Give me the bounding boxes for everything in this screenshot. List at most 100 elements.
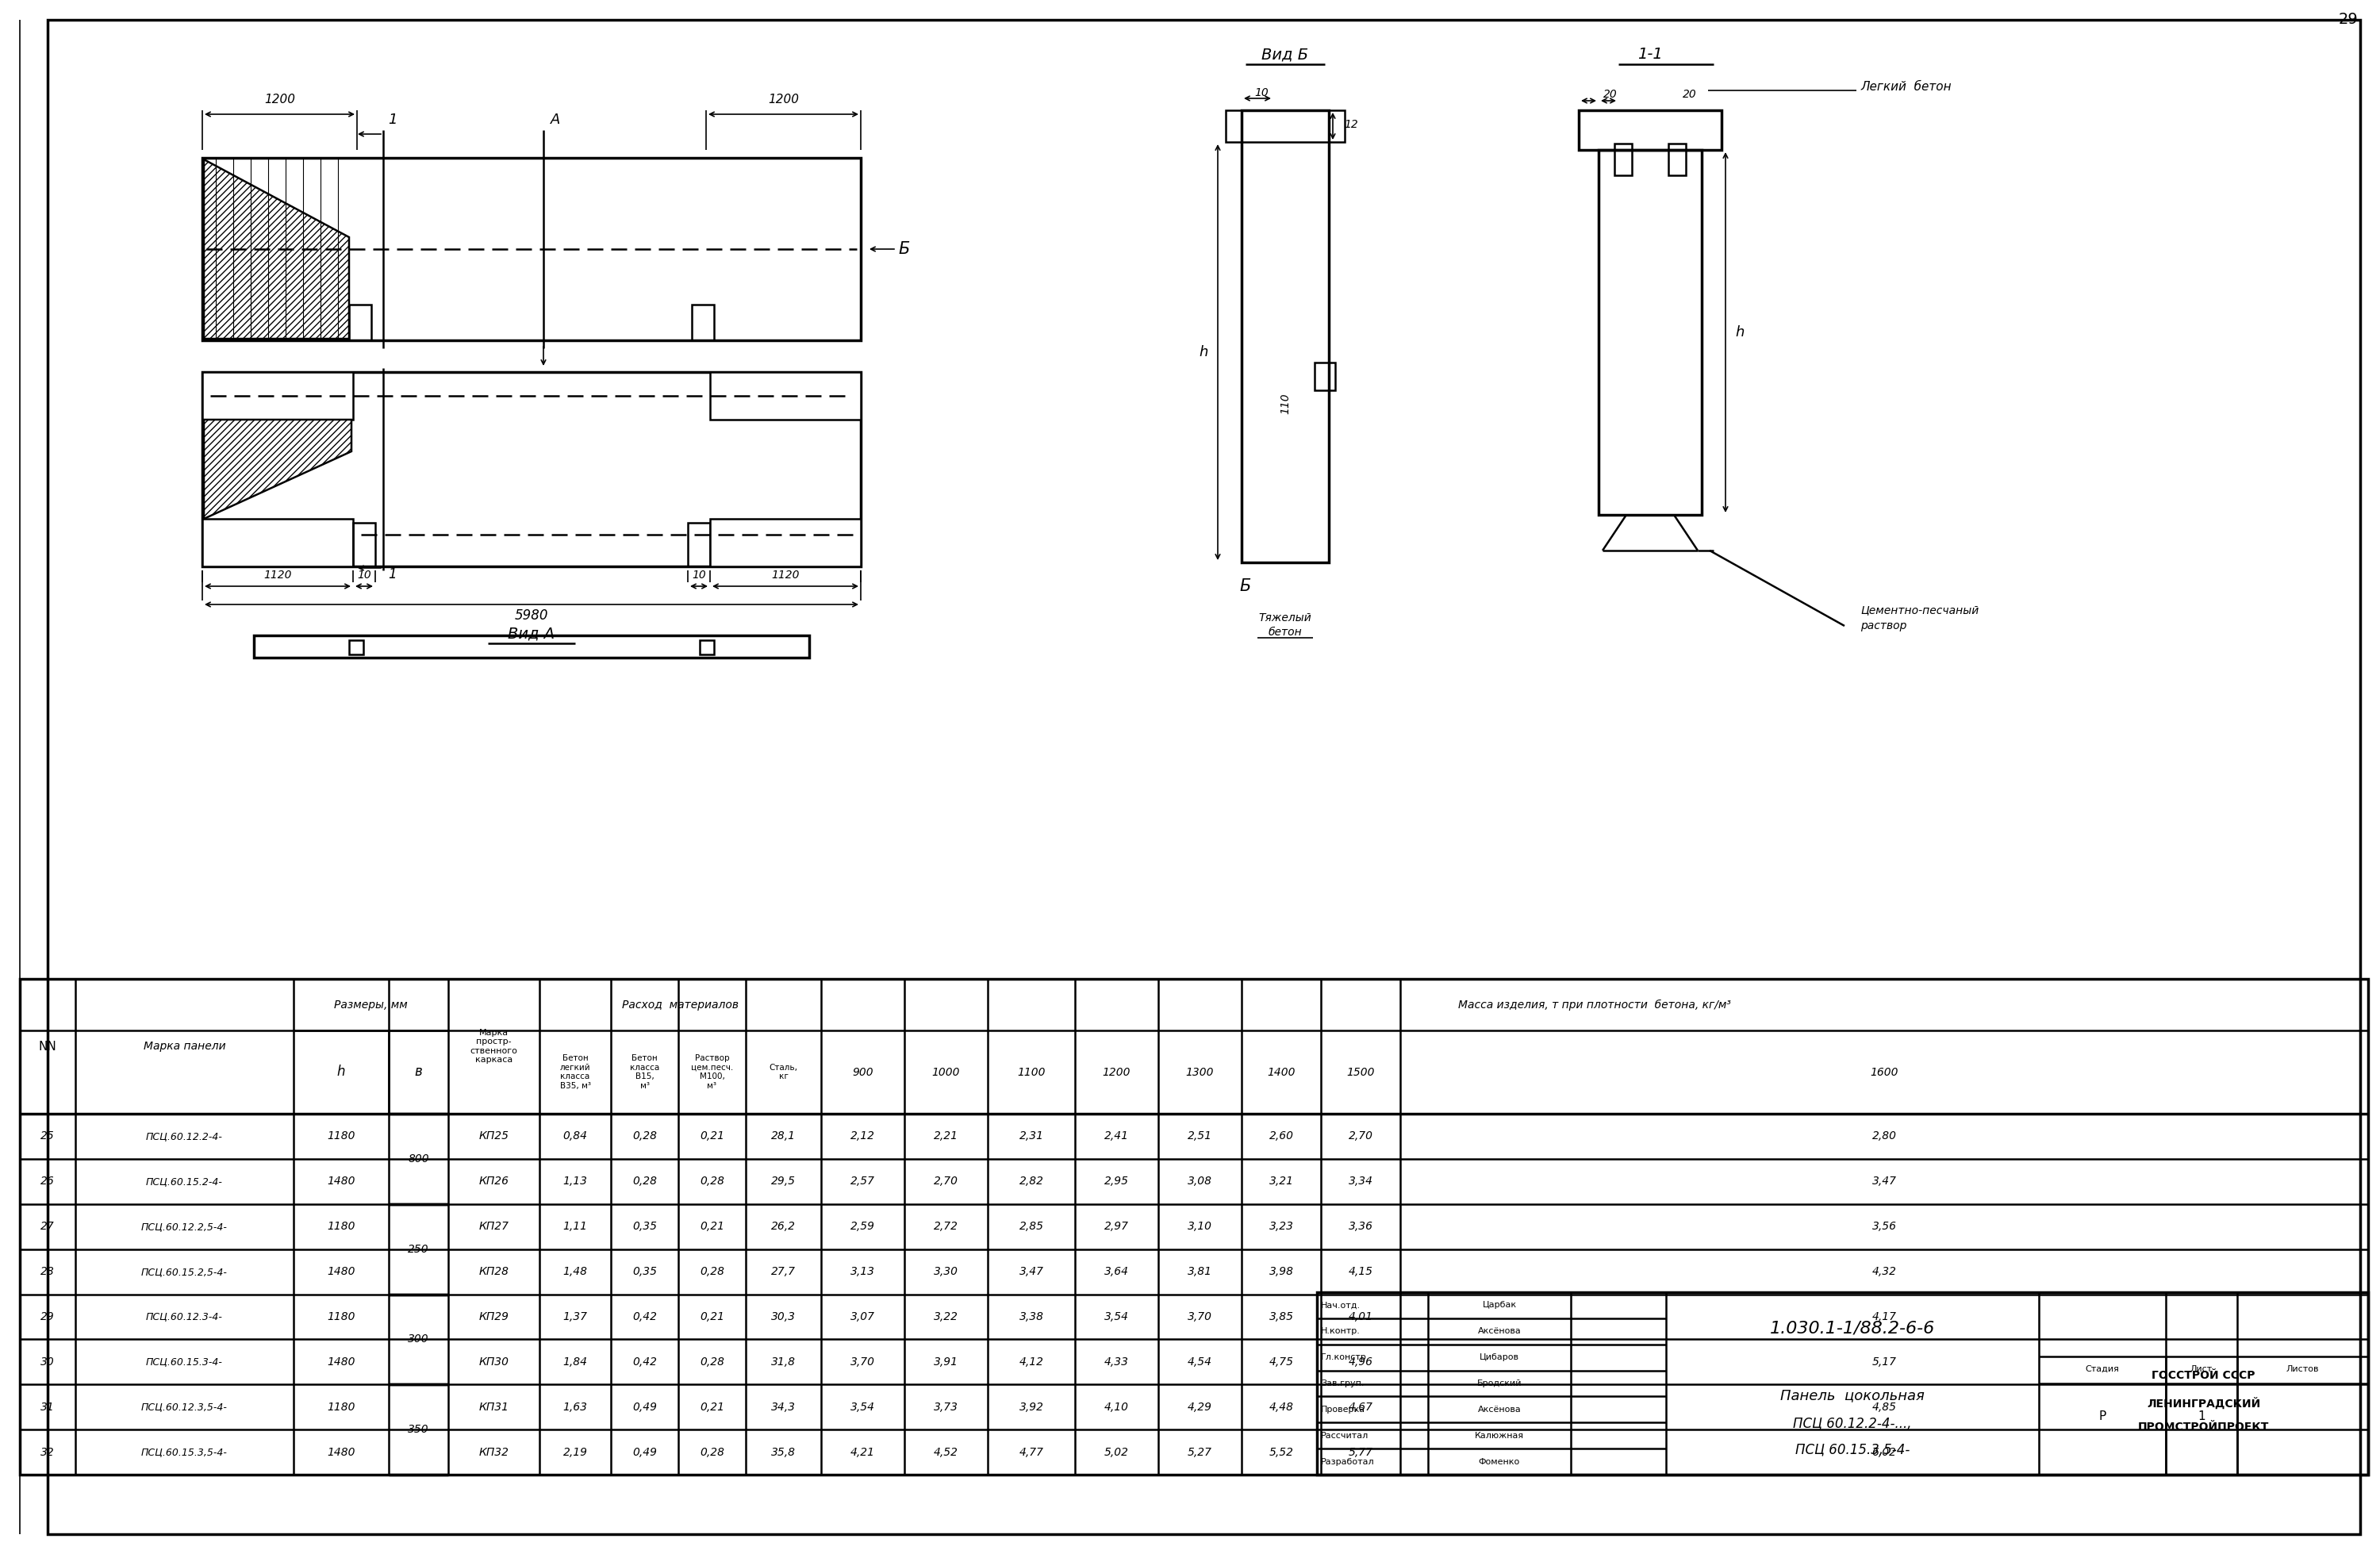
Text: 27,7: 27,7	[771, 1267, 795, 1277]
Text: 3,08: 3,08	[1188, 1176, 1211, 1187]
Text: Вид Б: Вид Б	[1261, 47, 1309, 62]
Text: 1,11: 1,11	[562, 1221, 588, 1232]
Text: 4,48: 4,48	[1269, 1402, 1295, 1413]
Text: 28,1: 28,1	[771, 1131, 795, 1142]
Text: 20: 20	[1604, 89, 1618, 99]
Text: КП26: КП26	[478, 1176, 509, 1187]
Text: Лист: Лист	[2190, 1364, 2213, 1372]
Text: 0,28: 0,28	[700, 1447, 724, 1458]
Text: ПСЦ.60.15.2,5-4-: ПСЦ.60.15.2,5-4-	[140, 1267, 228, 1277]
Text: КП28: КП28	[478, 1267, 509, 1277]
Text: 4,21: 4,21	[850, 1447, 876, 1458]
Text: ПСЦ.60.15.3,5-4-: ПСЦ.60.15.3,5-4-	[140, 1447, 228, 1458]
Bar	[1668, 143, 1685, 176]
Text: 0,21: 0,21	[700, 1221, 724, 1232]
Text: 4,77: 4,77	[1019, 1447, 1042, 1458]
Text: 0,84: 0,84	[562, 1131, 588, 1142]
Text: 5,27: 5,27	[1188, 1447, 1211, 1458]
Text: 10: 10	[1254, 87, 1269, 98]
Text: 5,17: 5,17	[1871, 1357, 1897, 1368]
Text: 1: 1	[2197, 1411, 2206, 1422]
Polygon shape	[205, 420, 352, 519]
Text: 1,84: 1,84	[562, 1357, 588, 1368]
Text: 27: 27	[40, 1221, 55, 1232]
Text: 3,38: 3,38	[1019, 1312, 1042, 1322]
Text: 3,10: 3,10	[1188, 1221, 1211, 1232]
Bar	[350, 640, 364, 654]
Text: Проверка: Проверка	[1321, 1405, 1366, 1414]
Text: 0,42: 0,42	[633, 1312, 657, 1322]
Text: А: А	[550, 112, 559, 127]
Text: 3,34: 3,34	[1347, 1176, 1373, 1187]
Text: ПСЦ.60.12.2-4-: ПСЦ.60.12.2-4-	[145, 1131, 224, 1142]
Text: 1,48: 1,48	[562, 1267, 588, 1277]
Text: Листов: Листов	[2287, 1364, 2318, 1372]
Bar	[352, 522, 376, 566]
Text: 900: 900	[852, 1066, 873, 1077]
Bar	[19, 979, 2368, 1475]
Text: 2,21: 2,21	[933, 1131, 959, 1142]
Text: 4,32: 4,32	[1871, 1267, 1897, 1277]
Text: 4,15: 4,15	[1347, 1267, 1373, 1277]
Text: 0,21: 0,21	[700, 1312, 724, 1322]
Text: 1400: 1400	[1266, 1066, 1295, 1077]
Text: 1480: 1480	[326, 1447, 355, 1458]
Bar	[688, 522, 709, 566]
Text: ПСЦ.60.12.2,5-4-: ПСЦ.60.12.2,5-4-	[140, 1221, 228, 1232]
Text: 2,41: 2,41	[1104, 1131, 1128, 1142]
Text: 4,85: 4,85	[1871, 1402, 1897, 1413]
Text: 2,57: 2,57	[850, 1176, 876, 1187]
Text: h: h	[1735, 325, 1745, 339]
Text: Аксёнова: Аксёнова	[1478, 1327, 1521, 1335]
Text: 28: 28	[40, 1267, 55, 1277]
Text: 2,70: 2,70	[1347, 1131, 1373, 1142]
Bar	[693, 305, 714, 340]
Text: КП27: КП27	[478, 1221, 509, 1232]
Text: Легкий  бетон: Легкий бетон	[1861, 81, 1952, 92]
Text: 1500: 1500	[1347, 1066, 1376, 1077]
Bar	[1226, 110, 1345, 141]
Text: 3,36: 3,36	[1347, 1221, 1373, 1232]
Text: 4,54: 4,54	[1188, 1357, 1211, 1368]
Bar	[700, 640, 714, 654]
Text: 1: 1	[388, 112, 397, 127]
Text: 29,5: 29,5	[771, 1176, 795, 1187]
Text: Расход  материалов: Расход материалов	[621, 999, 738, 1010]
Text: КП30: КП30	[478, 1357, 509, 1368]
Bar	[255, 636, 809, 657]
Text: ПСЦ 60.15.3,5-4-: ПСЦ 60.15.3,5-4-	[1795, 1442, 1909, 1456]
Text: h: h	[338, 1064, 345, 1078]
Text: 1200: 1200	[769, 93, 800, 106]
Text: Бетон
легкий
класса
В35, м³: Бетон легкий класса В35, м³	[559, 1054, 590, 1089]
Text: 29: 29	[2340, 11, 2359, 26]
Text: 3,22: 3,22	[933, 1312, 959, 1322]
Bar	[202, 371, 862, 566]
Text: 1,13: 1,13	[562, 1176, 588, 1187]
Text: 4,29: 4,29	[1188, 1402, 1211, 1413]
Text: 0,49: 0,49	[633, 1447, 657, 1458]
Bar	[202, 159, 862, 340]
Text: 3,70: 3,70	[1188, 1312, 1211, 1322]
Text: 2,95: 2,95	[1104, 1176, 1128, 1187]
Text: КП25: КП25	[478, 1131, 509, 1142]
Text: Стадия: Стадия	[2085, 1364, 2118, 1372]
Text: Вид А: Вид А	[507, 626, 555, 642]
Bar	[1614, 143, 1633, 176]
Bar	[202, 371, 352, 420]
Text: Тяжелый: Тяжелый	[1259, 612, 1311, 623]
Text: 0,28: 0,28	[700, 1176, 724, 1187]
Text: ПСЦ.60.12.3,5-4-: ПСЦ.60.12.3,5-4-	[140, 1402, 228, 1413]
Text: 4,75: 4,75	[1269, 1357, 1295, 1368]
Text: 1-1: 1-1	[1637, 47, 1664, 62]
Text: 2,70: 2,70	[933, 1176, 959, 1187]
Text: Зав.груп.: Зав.груп.	[1321, 1380, 1364, 1388]
Text: 3,91: 3,91	[933, 1357, 959, 1368]
Polygon shape	[205, 160, 350, 339]
Text: Бродский: Бродский	[1478, 1380, 1521, 1388]
Text: 0,42: 0,42	[633, 1357, 657, 1368]
Text: 5980: 5980	[514, 609, 547, 623]
Text: 110: 110	[1280, 393, 1290, 415]
Text: 3,64: 3,64	[1104, 1267, 1128, 1277]
Text: 3,13: 3,13	[850, 1267, 876, 1277]
Text: 26: 26	[40, 1176, 55, 1187]
